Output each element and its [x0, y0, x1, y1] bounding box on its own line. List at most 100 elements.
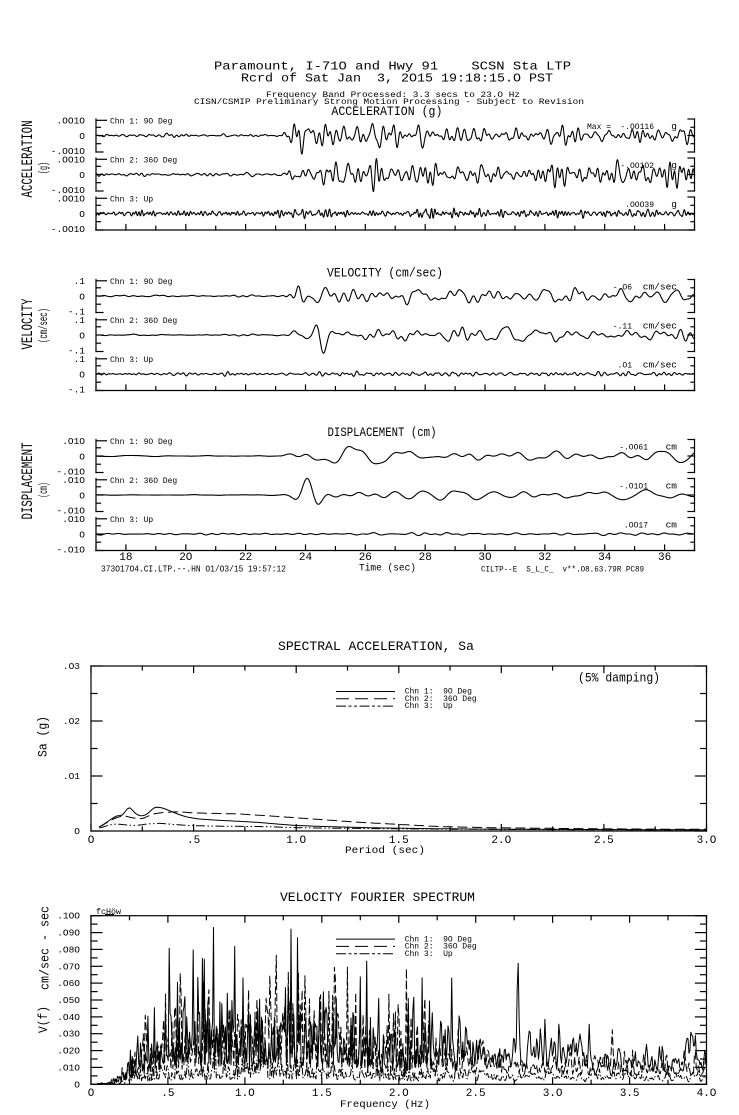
- svg-text:.OO1O: .OO1O: [56, 154, 85, 165]
- svg-text:cm: cm: [666, 520, 678, 531]
- svg-text:-.1: -.1: [68, 385, 85, 396]
- svg-text:1.5: 1.5: [389, 835, 409, 847]
- svg-text:.O8O: .O8O: [57, 944, 80, 955]
- svg-text:-.OO1O: -.OO1O: [51, 224, 86, 235]
- svg-text:Chn 1: 9O Deg: Chn 1: 9O Deg: [110, 438, 173, 447]
- svg-text:2.O: 2.O: [389, 1088, 409, 1100]
- svg-text:-.O1O: -.O1O: [56, 467, 85, 478]
- svg-text:.O3: .O3: [63, 661, 80, 672]
- svg-text:1.O: 1.O: [286, 835, 306, 847]
- svg-text:-.OO116: -.OO116: [620, 123, 654, 132]
- svg-text:O: O: [79, 209, 85, 220]
- svg-text:O: O: [79, 529, 85, 540]
- svg-text:2O: 2O: [179, 552, 193, 564]
- svg-text:.OO17: .OO17: [624, 522, 648, 531]
- svg-text:ACCELERATION: ACCELERATION: [19, 121, 37, 198]
- svg-text:g: g: [671, 160, 677, 171]
- svg-text:-.O1O: -.O1O: [56, 506, 85, 517]
- svg-text:24: 24: [299, 552, 313, 564]
- svg-text:O: O: [79, 369, 85, 380]
- svg-text:g: g: [671, 199, 677, 210]
- svg-text:Max =: Max =: [587, 123, 611, 132]
- svg-text:.O1O: .O1O: [62, 475, 85, 486]
- svg-text:.O6O: .O6O: [57, 978, 80, 989]
- svg-text:36: 36: [658, 552, 671, 564]
- svg-text:.O2: .O2: [63, 716, 80, 727]
- svg-text:cm/sec: cm/sec: [643, 360, 678, 371]
- svg-text:-.11: -.11: [613, 323, 632, 332]
- svg-text:Chn 2: 36O Deg: Chn 2: 36O Deg: [405, 695, 477, 704]
- svg-text:DISPLACEMENT: DISPLACEMENT: [19, 443, 37, 520]
- svg-text:ACCELERATION (g): ACCELERATION (g): [331, 104, 442, 119]
- svg-text:-.O1O: -.O1O: [56, 545, 85, 556]
- svg-text:-.OO1O2: -.OO1O2: [620, 162, 654, 171]
- svg-text:O: O: [74, 826, 80, 837]
- svg-text:.O1: .O1: [63, 771, 80, 782]
- svg-text:.1: .1: [74, 276, 86, 287]
- svg-text:O: O: [79, 131, 85, 142]
- svg-text:(g): (g): [37, 162, 51, 174]
- svg-text:O: O: [79, 291, 85, 302]
- svg-text:VELOCITY FOURIER SPECTRUM: VELOCITY FOURIER SPECTRUM: [280, 890, 475, 905]
- svg-text:O: O: [79, 490, 85, 501]
- svg-text:Chn 3: Up: Chn 3: Up: [110, 516, 153, 525]
- svg-text:-.OO1O: -.OO1O: [51, 185, 86, 196]
- svg-text:22: 22: [239, 552, 252, 564]
- svg-text:.O2O: .O2O: [57, 1046, 80, 1057]
- svg-text:.O1O: .O1O: [57, 1062, 80, 1073]
- svg-text:Chn 1: 9O Deg: Chn 1: 9O Deg: [110, 278, 173, 287]
- svg-text:g: g: [671, 121, 677, 132]
- svg-text:Frequency (Hz): Frequency (Hz): [340, 1099, 430, 1111]
- svg-text:cm/sec - sec: cm/sec - sec: [38, 906, 53, 990]
- svg-text:Chn 1: 9O Deg: Chn 1: 9O Deg: [405, 935, 472, 944]
- svg-text:VELOCITY: VELOCITY: [19, 298, 37, 349]
- svg-text:2.5: 2.5: [466, 1088, 486, 1100]
- svg-text:-.OO61: -.OO61: [619, 444, 648, 453]
- svg-text:.OO1O: .OO1O: [56, 193, 85, 204]
- svg-text:cm: cm: [666, 481, 678, 492]
- svg-text:32: 32: [538, 552, 551, 564]
- svg-text:Chn 2: 36O Deg: Chn 2: 36O Deg: [110, 157, 177, 166]
- svg-text:.O9O: .O9O: [57, 928, 80, 939]
- svg-text:.OOO39: .OOO39: [625, 201, 654, 210]
- svg-text:.O1O: .O1O: [62, 514, 85, 525]
- svg-text:.1OO: .1OO: [57, 911, 80, 922]
- svg-text:.O1O: .O1O: [62, 436, 85, 447]
- svg-text:3.O: 3.O: [543, 1088, 563, 1100]
- svg-text:Chn 2: 36O Deg: Chn 2: 36O Deg: [110, 477, 177, 486]
- svg-text:Sa (g): Sa (g): [36, 716, 51, 757]
- svg-text:VELOCITY (cm/sec): VELOCITY (cm/sec): [327, 266, 443, 281]
- svg-text:O: O: [88, 835, 95, 847]
- svg-text:.1: .1: [74, 315, 86, 326]
- svg-text:34: 34: [598, 552, 612, 564]
- svg-text:.5: .5: [161, 1088, 174, 1100]
- svg-text:cm/sec: cm/sec: [643, 282, 678, 293]
- svg-text:O: O: [79, 170, 85, 181]
- svg-text:Chn 3: Up: Chn 3: Up: [405, 950, 453, 959]
- svg-text:.OO1O: .OO1O: [56, 115, 85, 126]
- svg-text:Chn 3: Up: Chn 3: Up: [405, 702, 453, 711]
- svg-text:cm: cm: [666, 442, 678, 453]
- svg-text:.O1: .O1: [618, 362, 633, 371]
- svg-text:Paramount, I-71O and Hwy 91: Paramount, I-71O and Hwy 91 SCSN Sta LTP: [214, 60, 571, 74]
- svg-text:(cm/sec): (cm/sec): [37, 308, 51, 343]
- svg-text:Chn 2: 36O Deg: Chn 2: 36O Deg: [405, 943, 477, 952]
- svg-text:2.O: 2.O: [491, 835, 511, 847]
- svg-text:O: O: [88, 1088, 95, 1100]
- svg-text:-.OO1O: -.OO1O: [51, 146, 86, 157]
- svg-text:-.O6: -.O6: [613, 284, 632, 293]
- svg-text:O: O: [79, 451, 85, 462]
- svg-text:-.1: -.1: [68, 307, 85, 318]
- svg-text:Period (sec): Period (sec): [345, 845, 425, 857]
- svg-text:cm/sec: cm/sec: [643, 321, 678, 332]
- svg-text:.O3O: .O3O: [57, 1029, 80, 1040]
- svg-text:CILTP--E S_L_C_ v**.O8.63.79: CILTP--E S_L_C_ v**.O8.63.79R PC89: [481, 566, 644, 575]
- svg-text:DISPLACEMENT (cm): DISPLACEMENT (cm): [328, 425, 437, 440]
- svg-text:.O7O: .O7O: [57, 961, 80, 972]
- svg-text:Rcrd of Sat Jan 3, 2O15 19:18: Rcrd of Sat Jan 3, 2O15 19:18:15.O PST: [241, 72, 553, 86]
- svg-text:Chn 1: 9O Deg: Chn 1: 9O Deg: [110, 118, 173, 127]
- svg-text:28: 28: [419, 552, 432, 564]
- svg-text:3.O: 3.O: [697, 835, 717, 847]
- svg-text:373O17O4.CI.LTP.--.HN O1/O3/15: 373O17O4.CI.LTP.--.HN O1/O3/15 19:57:12: [101, 565, 286, 575]
- svg-text:(5% damping): (5% damping): [578, 671, 660, 686]
